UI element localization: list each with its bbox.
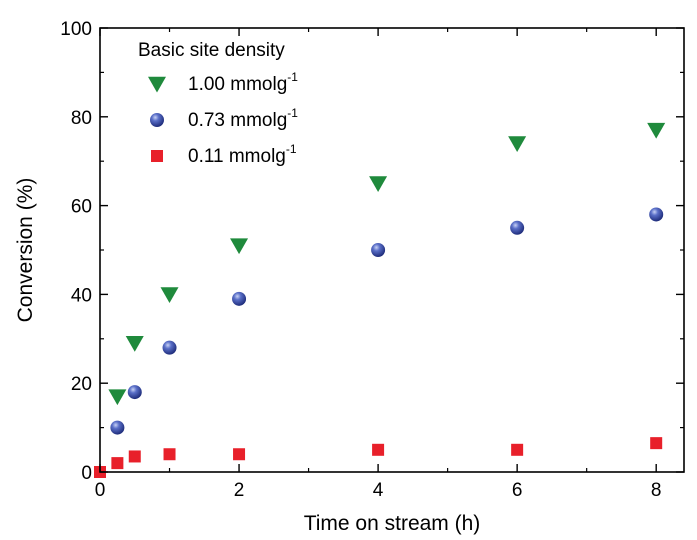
data-point-triangle-down: [369, 176, 388, 192]
y-tick-label: 0: [81, 463, 92, 484]
x-tick-label: 8: [651, 480, 662, 501]
data-point-square: [372, 443, 385, 456]
data-point-square: [128, 450, 141, 463]
data-point-triangle-down: [160, 287, 179, 303]
data-point-sphere: [510, 220, 525, 235]
data-point-sphere: [162, 340, 177, 355]
y-axis-title: Conversion (%): [14, 178, 37, 323]
data-point-sphere: [127, 385, 142, 400]
x-axis-title: Time on stream (h): [304, 512, 481, 535]
legend-marker-sphere: [150, 113, 164, 127]
x-tick-label: 2: [234, 480, 245, 501]
data-point-square: [233, 448, 246, 461]
legend-label: 0.11 mmolg-1: [188, 142, 297, 167]
y-tick-label: 100: [60, 19, 92, 40]
y-tick-label: 40: [71, 285, 92, 306]
y-tick-label: 20: [71, 374, 92, 395]
data-point-sphere: [649, 207, 664, 222]
data-point-square: [111, 457, 124, 470]
y-tick-label: 60: [71, 197, 92, 218]
data-point-triangle-down: [125, 336, 144, 352]
y-tick-label: 80: [71, 108, 92, 129]
legend-label: 0.73 mmolg-1: [188, 106, 298, 131]
data-point-sphere: [371, 243, 386, 257]
data-point-sphere: [110, 420, 125, 435]
data-point-triangle-down: [230, 238, 249, 255]
data-point-square: [511, 443, 524, 456]
data-point-sphere: [232, 291, 247, 306]
legend-title: Basic site density: [138, 40, 285, 61]
legend: Basic site density 1.00 mmolg-1 0.73 mmol…: [138, 40, 298, 167]
data-point-triangle-down: [108, 389, 127, 406]
x-tick-label: 0: [95, 480, 106, 501]
x-tick-label: 6: [512, 480, 523, 501]
data-point-square: [163, 448, 176, 461]
x-tick-label: 4: [373, 480, 384, 501]
legend-marker-triangle-down: [148, 76, 166, 93]
data-point-square: [650, 437, 663, 450]
legend-label: 1.00 mmolg-1: [188, 70, 298, 95]
data-point-triangle-down: [647, 122, 666, 139]
data-point-triangle-down: [508, 136, 527, 152]
legend-marker-square: [151, 150, 163, 162]
